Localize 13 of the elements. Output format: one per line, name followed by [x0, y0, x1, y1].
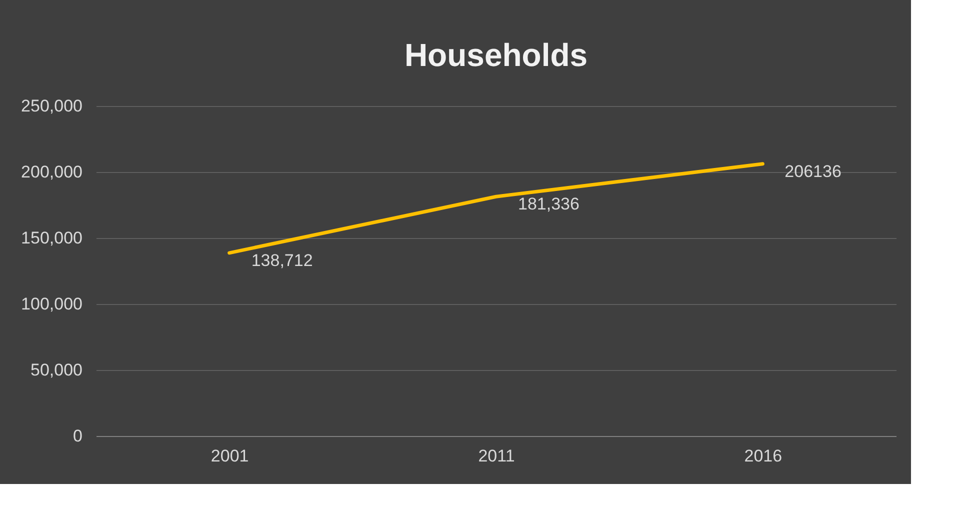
chart-title: Households — [404, 37, 588, 73]
x-tick-label: 2001 — [210, 446, 249, 466]
data-label: 181,336 — [518, 194, 580, 214]
data-label: 206136 — [784, 162, 842, 181]
y-tick-label: 50,000 — [30, 360, 82, 380]
data-label: 138,712 — [251, 250, 313, 270]
x-tick-label: 2011 — [478, 446, 515, 466]
x-tick-label: 2016 — [744, 446, 782, 466]
y-tick-label: 250,000 — [21, 96, 82, 116]
y-tick-label: 100,000 — [21, 294, 82, 314]
y-tick-label: 150,000 — [21, 228, 82, 248]
y-tick-label: 200,000 — [21, 162, 82, 182]
y-tick-label: 0 — [73, 426, 82, 446]
